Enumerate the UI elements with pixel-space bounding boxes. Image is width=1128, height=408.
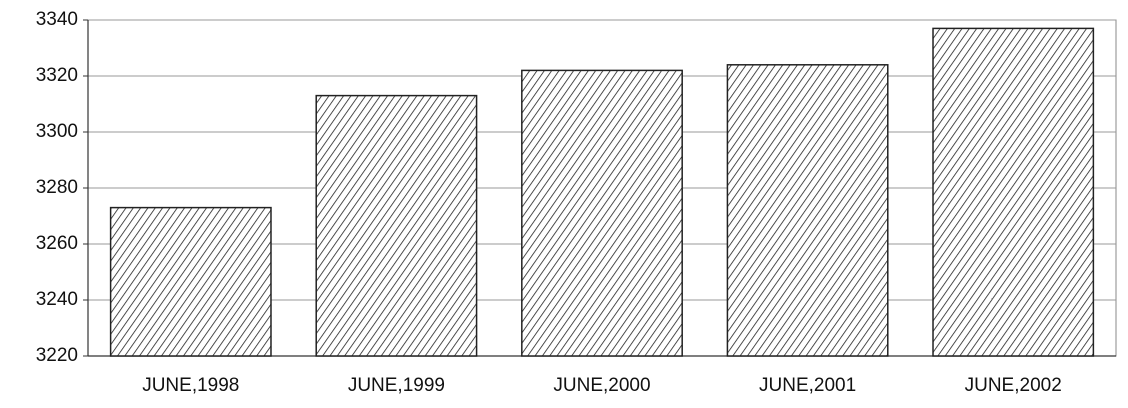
bar [109,206,272,357]
x-tick-label: JUNE,1999 [348,375,445,396]
x-tick-label: JUNE,2002 [965,375,1062,396]
bar [315,94,478,357]
bar [932,27,1095,357]
y-tick-label: 3260 [36,233,78,254]
x-tick-label: JUNE,2000 [553,375,650,396]
y-tick-label: 3300 [36,121,78,142]
x-tick-label: JUNE,1998 [142,375,239,396]
bar [521,69,683,357]
y-tick-label: 3340 [36,9,78,30]
y-tick-label: 3220 [36,345,78,366]
bar [726,64,889,357]
y-tick-label: 3280 [36,177,78,198]
y-tick-label: 3240 [36,289,78,310]
x-tick-label: JUNE,2001 [759,375,856,396]
y-tick-label: 3320 [36,65,78,86]
